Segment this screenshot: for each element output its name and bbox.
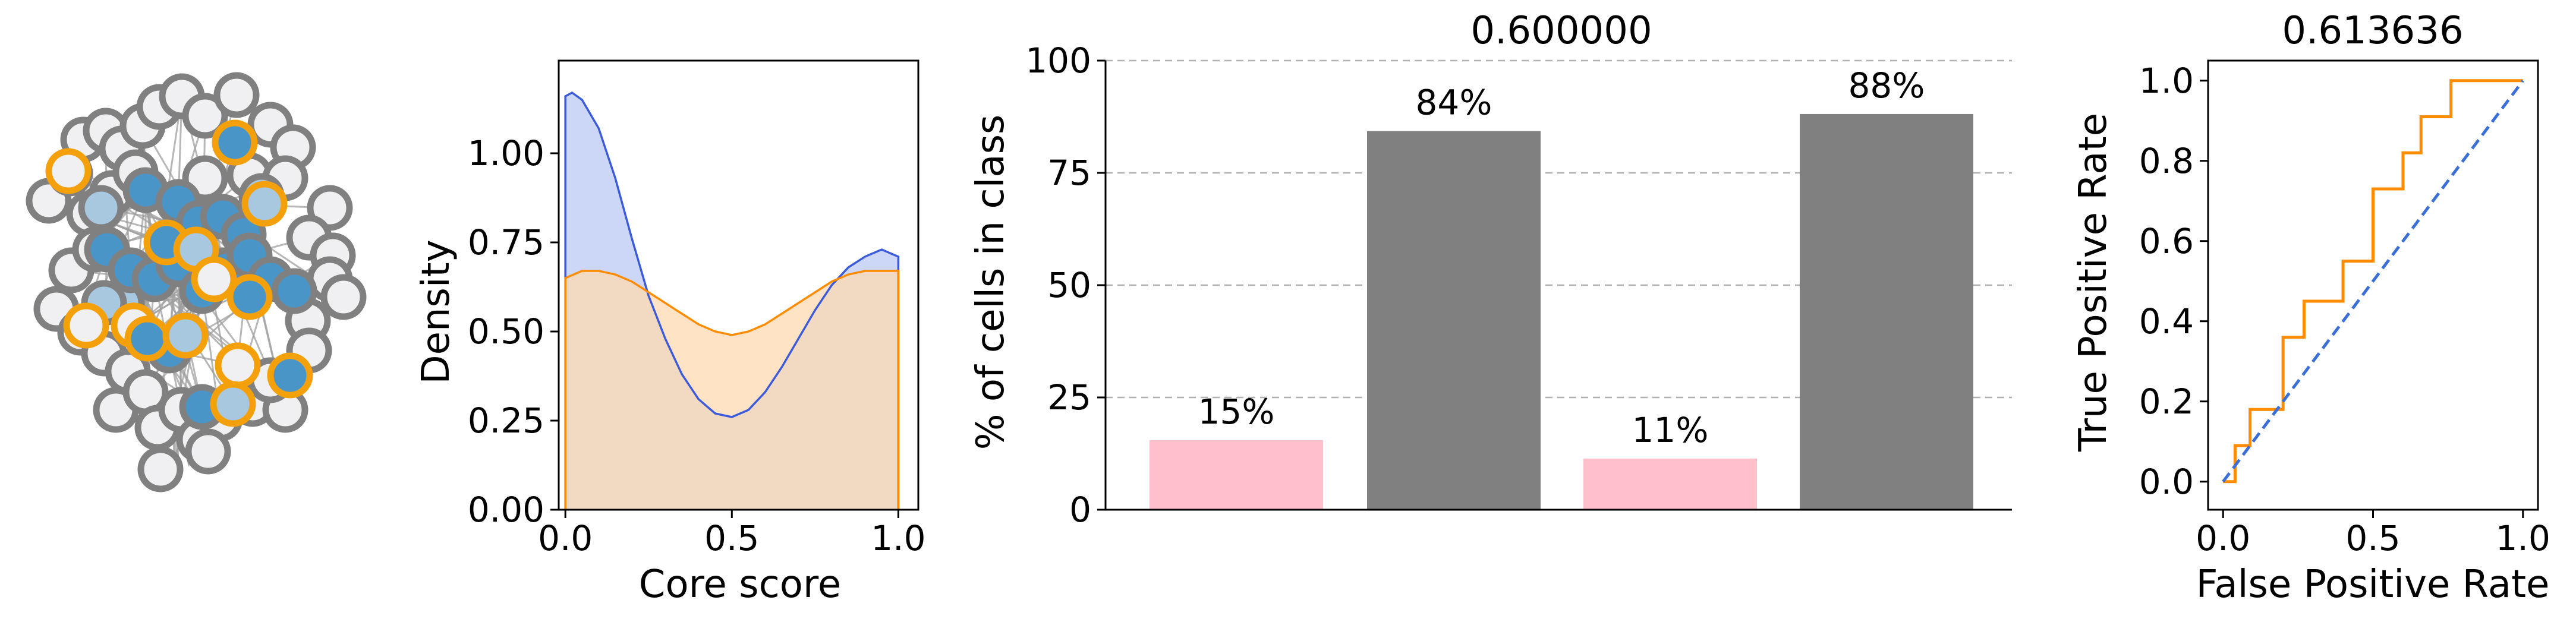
network-node-highlighted bbox=[226, 274, 273, 320]
roc-xtick-label: 0.5 bbox=[2345, 518, 2400, 558]
density-line-blue bbox=[564, 91, 900, 510]
network-node-periphery bbox=[185, 428, 231, 475]
bar-chart: 0.600000 % of cells in class 15% 84% 11% 88… bbox=[969, 9, 2012, 530]
roc-ytick-label: 0.6 bbox=[2139, 221, 2194, 261]
density-ytick-label: 0.25 bbox=[468, 400, 544, 441]
density-xtick-label: 0.0 bbox=[538, 518, 593, 558]
density-ytick-label: 1.00 bbox=[468, 133, 544, 173]
density-xlabel: Core score bbox=[639, 563, 841, 607]
network-node-highlighted bbox=[124, 315, 171, 362]
network-node-highlighted bbox=[162, 312, 209, 359]
network-node-core bbox=[271, 268, 317, 314]
roc-xlabel: False Positive Rate bbox=[2196, 563, 2550, 607]
bar-value-label: 84% bbox=[1416, 83, 1492, 123]
roc-plot: 0.613636 False Positive Rate True Positi… bbox=[2071, 9, 2550, 607]
bar-ytick-label: 100 bbox=[1025, 40, 1091, 81]
network-graph bbox=[26, 72, 367, 492]
bar-value-label: 15% bbox=[1198, 391, 1275, 432]
bar-value-label: 11% bbox=[1632, 410, 1709, 450]
density-axes-frame bbox=[558, 59, 919, 511]
density-ylabel: Density bbox=[414, 239, 458, 384]
density-ytick-label: 0.00 bbox=[468, 490, 544, 530]
density-ytick-label: 0.50 bbox=[468, 311, 544, 352]
roc-ytick-label: 1.0 bbox=[2139, 61, 2194, 101]
roc-xtick-label: 0.0 bbox=[2196, 518, 2250, 558]
bar-ytick-label: 75 bbox=[1047, 153, 1091, 193]
roc-ytick-label: 0.8 bbox=[2139, 141, 2194, 181]
network-node-highlighted bbox=[45, 148, 92, 194]
roc-ytick-label: 0.4 bbox=[2139, 301, 2194, 342]
roc-chance-line bbox=[2222, 80, 2524, 483]
roc-title: 0.613636 bbox=[2282, 9, 2463, 53]
network-node-highlighted bbox=[212, 119, 258, 166]
density-plot: Core score Density 0.0 0.5 1.0 0.00 0.25 0.50… bbox=[414, 59, 926, 607]
network-node-highlighted bbox=[241, 181, 288, 227]
network-node-periphery bbox=[137, 446, 184, 492]
bar-ytick-label: 50 bbox=[1047, 265, 1091, 305]
network-node-periphery bbox=[182, 93, 228, 139]
bar-title: 0.600000 bbox=[1470, 9, 1652, 53]
network-node-periphery bbox=[213, 72, 260, 118]
network-node-periphery bbox=[320, 274, 367, 320]
density-ytick-label: 0.75 bbox=[468, 222, 544, 263]
bar-value-label: 88% bbox=[1848, 65, 1925, 106]
network-node-highlighted bbox=[63, 302, 109, 349]
roc-ytick-label: 0.2 bbox=[2139, 381, 2194, 422]
bar-1 bbox=[1150, 440, 1323, 510]
roc-ytick-label: 0.0 bbox=[2139, 462, 2194, 502]
bar-3 bbox=[1583, 458, 1757, 510]
network-node-highlighted bbox=[267, 352, 313, 399]
density-xtick-label: 0.5 bbox=[704, 518, 759, 558]
network-node-highlighted bbox=[210, 381, 256, 427]
roc-curve bbox=[2223, 79, 2523, 484]
roc-xtick-label: 1.0 bbox=[2496, 518, 2550, 558]
density-line-orange bbox=[564, 270, 900, 510]
density-xtick-label: 1.0 bbox=[871, 518, 925, 558]
bar-4 bbox=[1800, 113, 1973, 510]
bar-ylabel: % of cells in class bbox=[969, 115, 1013, 450]
bar-ytick-label: 25 bbox=[1047, 377, 1091, 418]
bar-2 bbox=[1367, 131, 1541, 510]
density-area-orange bbox=[565, 271, 899, 510]
network-node-highlighted bbox=[215, 342, 261, 389]
bar-ytick-label: 0 bbox=[1069, 490, 1091, 530]
roc-ylabel: True Positive Rate bbox=[2071, 113, 2115, 452]
network-node-highlighted bbox=[191, 256, 237, 302]
network-node-core-light bbox=[78, 185, 124, 231]
